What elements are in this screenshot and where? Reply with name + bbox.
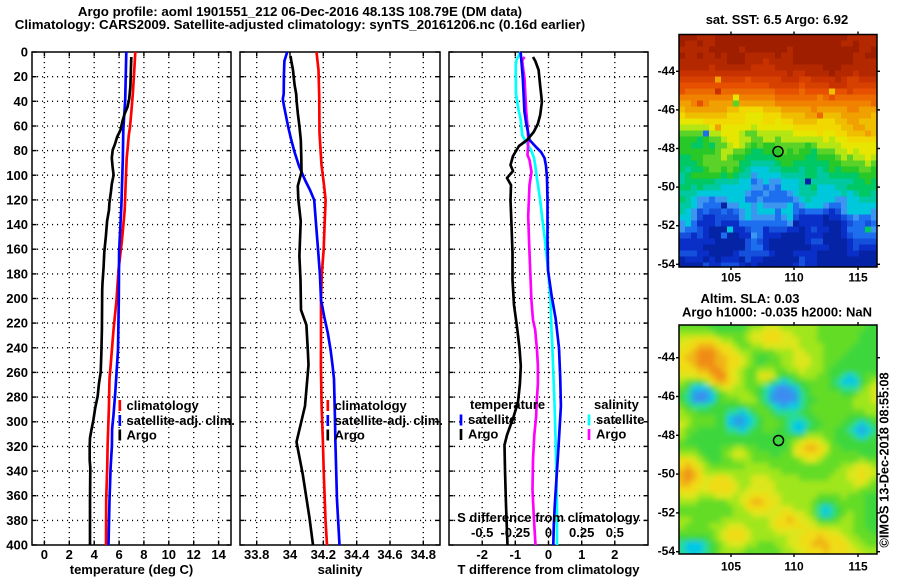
svg-text:Argo: Argo — [335, 428, 365, 443]
svg-text:110: 110 — [784, 560, 804, 574]
svg-text:105: 105 — [721, 271, 741, 285]
svg-text:T difference from climatology: T difference from climatology — [457, 562, 640, 577]
svg-text:-50: -50 — [658, 180, 676, 194]
svg-text:-0.5: -0.5 — [471, 525, 493, 540]
svg-text:satellite: satellite — [468, 412, 516, 427]
svg-text:4: 4 — [91, 547, 99, 562]
svg-text:-54: -54 — [658, 257, 676, 271]
svg-text:-2: -2 — [476, 547, 488, 562]
svg-text:-1: -1 — [510, 547, 522, 562]
svg-text:80: 80 — [14, 143, 28, 158]
svg-text:2: 2 — [611, 547, 618, 562]
svg-text:110: 110 — [784, 271, 804, 285]
svg-text:-46: -46 — [658, 102, 676, 116]
svg-text:0: 0 — [21, 45, 28, 60]
svg-text:-44: -44 — [658, 64, 676, 78]
svg-text:400: 400 — [6, 538, 28, 553]
svg-text:S difference from climatology: S difference from climatology — [457, 510, 641, 525]
svg-text:climatology: climatology — [335, 398, 408, 413]
svg-text:Argo h1000: -0.035 h2000: NaN: Argo h1000: -0.035 h2000: NaN — [682, 305, 872, 320]
svg-text:34.2: 34.2 — [311, 547, 336, 562]
svg-text:0: 0 — [545, 525, 552, 540]
svg-text:34: 34 — [283, 547, 298, 562]
svg-text:-52: -52 — [658, 218, 676, 232]
svg-text:115: 115 — [848, 271, 868, 285]
svg-text:34.4: 34.4 — [344, 547, 370, 562]
svg-text:1: 1 — [578, 547, 585, 562]
svg-text:10: 10 — [162, 547, 176, 562]
svg-text:160: 160 — [6, 242, 28, 257]
svg-text:20: 20 — [14, 69, 28, 84]
svg-text:0: 0 — [545, 547, 552, 562]
svg-text:-54: -54 — [658, 544, 676, 558]
svg-text:340: 340 — [6, 464, 28, 479]
svg-text:©IMOS 13-Dec-2018 08:55:08: ©IMOS 13-Dec-2018 08:55:08 — [877, 372, 892, 547]
svg-text:temperature: temperature — [470, 397, 545, 412]
svg-text:12: 12 — [186, 547, 200, 562]
svg-text:320: 320 — [6, 439, 28, 454]
svg-text:salinity: salinity — [594, 397, 640, 412]
svg-text:satellite: satellite — [596, 412, 644, 427]
svg-text:300: 300 — [6, 414, 28, 429]
svg-text:climatology: climatology — [127, 398, 200, 413]
svg-text:satellite-adj. clim.: satellite-adj. clim. — [335, 413, 443, 428]
svg-text:temperature (deg C): temperature (deg C) — [70, 562, 194, 577]
svg-text:-48: -48 — [658, 141, 676, 155]
svg-text:34.8: 34.8 — [411, 547, 436, 562]
svg-text:380: 380 — [6, 513, 28, 528]
svg-text:Argo: Argo — [127, 428, 157, 443]
svg-text:33.8: 33.8 — [244, 547, 269, 562]
svg-text:8: 8 — [140, 547, 147, 562]
svg-text:0.5: 0.5 — [606, 525, 624, 540]
svg-text:0: 0 — [41, 547, 48, 562]
svg-text:240: 240 — [6, 340, 28, 355]
svg-text:34.6: 34.6 — [377, 547, 402, 562]
svg-text:40: 40 — [14, 94, 28, 109]
svg-text:salinity: salinity — [318, 562, 364, 577]
svg-text:140: 140 — [6, 217, 28, 232]
svg-text:220: 220 — [6, 316, 28, 331]
svg-text:-0.25: -0.25 — [500, 525, 530, 540]
svg-text:-52: -52 — [658, 505, 676, 519]
svg-text:-44: -44 — [658, 350, 676, 364]
svg-text:60: 60 — [14, 118, 28, 133]
svg-text:0.25: 0.25 — [569, 525, 594, 540]
svg-text:120: 120 — [6, 192, 28, 207]
svg-text:280: 280 — [6, 390, 28, 405]
svg-text:-50: -50 — [658, 467, 676, 481]
svg-text:Argo: Argo — [596, 427, 626, 442]
svg-text:-46: -46 — [658, 389, 676, 403]
svg-text:115: 115 — [848, 560, 868, 574]
svg-text:6: 6 — [115, 547, 122, 562]
svg-text:100: 100 — [6, 168, 28, 183]
svg-text:14: 14 — [211, 547, 226, 562]
svg-text:Argo profile: aoml 1901551_212: Argo profile: aoml 1901551_212 06-Dec-20… — [78, 4, 522, 19]
svg-text:180: 180 — [6, 266, 28, 281]
svg-text:Argo: Argo — [468, 427, 498, 442]
svg-text:Altim. SLA: 0.03: Altim. SLA: 0.03 — [701, 291, 800, 306]
svg-text:105: 105 — [721, 560, 741, 574]
svg-text:360: 360 — [6, 488, 28, 503]
svg-text:260: 260 — [6, 365, 28, 380]
svg-text:sat. SST: 6.5 Argo: 6.92: sat. SST: 6.5 Argo: 6.92 — [706, 12, 849, 27]
svg-text:-48: -48 — [658, 428, 676, 442]
svg-text:Climatology: CARS2009. Satelli: Climatology: CARS2009. Satellite-adjuste… — [15, 17, 586, 32]
svg-text:200: 200 — [6, 291, 28, 306]
svg-text:satellite-adj. clim.: satellite-adj. clim. — [127, 413, 235, 428]
svg-text:2: 2 — [66, 547, 73, 562]
